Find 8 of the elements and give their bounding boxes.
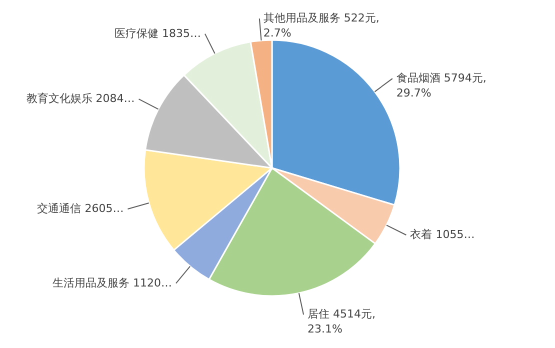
slice-label: 生活用品及服务 1120… xyxy=(52,276,172,290)
slice-label: 医疗保健 1835… xyxy=(114,26,201,40)
slice-label: 衣着 1055… xyxy=(410,228,475,242)
slice-label: 居住 4514元, 23.1% xyxy=(308,308,376,336)
slice-label: 教育文化娱乐 2084… xyxy=(26,92,135,106)
slice-label: 其他用品及服务 522元, 2.7% xyxy=(263,12,380,40)
slice-label: 食品烟酒 5794元, 29.7% xyxy=(396,72,486,100)
slice-label: 交通通信 2605… xyxy=(37,202,124,216)
